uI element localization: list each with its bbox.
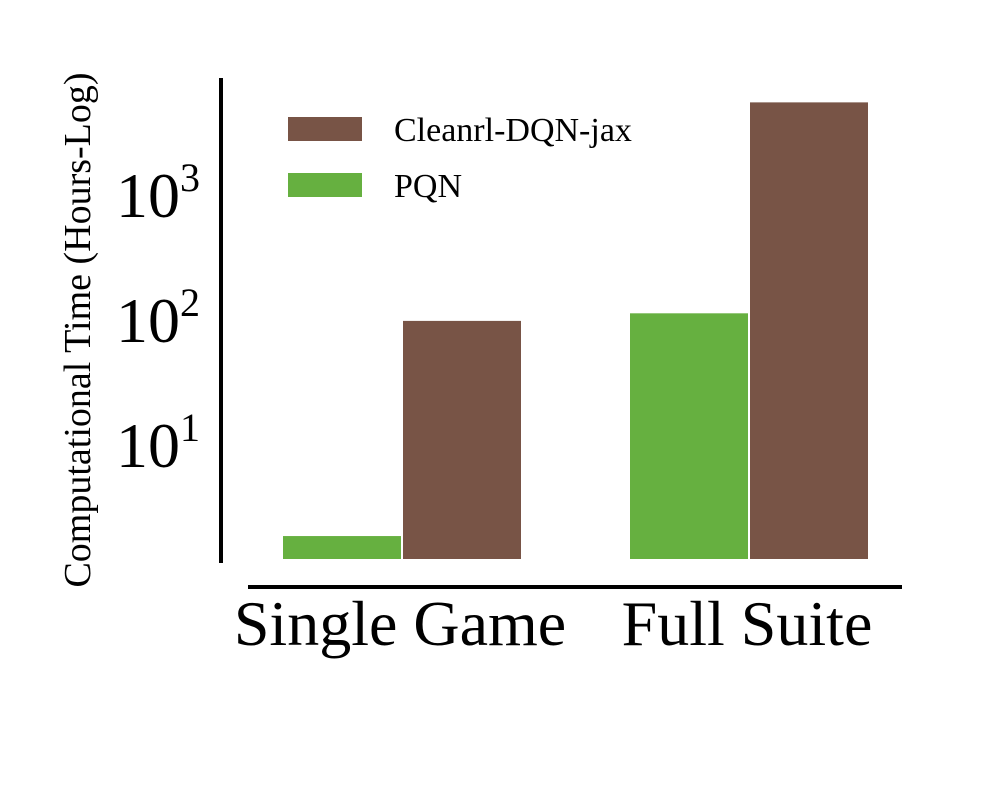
bar-pqn-single-game — [281, 534, 403, 562]
y-tick-exponent: 2 — [180, 280, 200, 325]
legend: Cleanrl-DQN-jax PQN — [288, 112, 632, 205]
x-tick-label-full-suite: Full Suite — [622, 588, 873, 659]
bars-group — [281, 100, 870, 562]
y-tick-label: 101 — [116, 405, 200, 481]
y-tick-exponent: 1 — [180, 405, 200, 450]
y-tick-base: 10 — [116, 410, 180, 481]
legend-label-pqn: PQN — [394, 168, 462, 205]
legend-label-cleanrl-dqn-jax: Cleanrl-DQN-jax — [394, 112, 632, 149]
y-tick-label: 103 — [116, 155, 200, 231]
x-tick-label-single-game: Single Game — [234, 588, 566, 659]
legend-swatch-pqn — [288, 173, 362, 197]
bar-pqn-full-suite — [628, 311, 750, 561]
legend-swatch-cleanrl-dqn-jax — [288, 117, 362, 141]
bar-cleanrl-dqn-jax-single-game — [401, 318, 523, 561]
y-tick-base: 10 — [116, 285, 180, 356]
y-axis-label: Computational Time (Hours-Log) — [57, 72, 99, 587]
bar-cleanrl-dqn-jax-full-suite — [748, 100, 870, 562]
y-tick-base: 10 — [116, 160, 180, 231]
y-tick-label: 102 — [116, 280, 200, 356]
y-tick-exponent: 3 — [180, 155, 200, 200]
x-ticks-group: Single Game Full Suite — [234, 588, 873, 659]
